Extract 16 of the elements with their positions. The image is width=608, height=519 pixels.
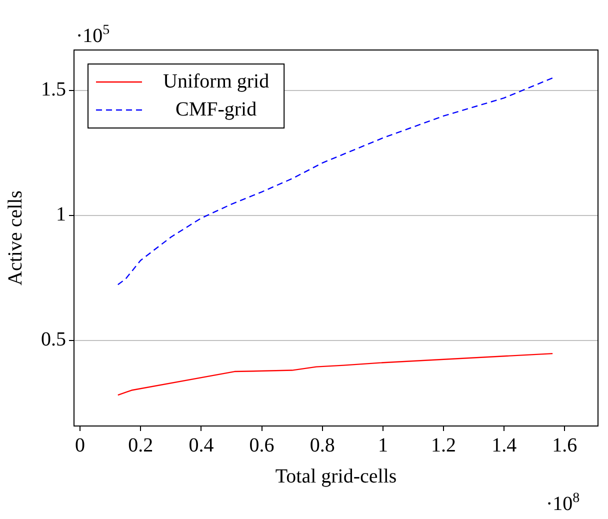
legend-label: Uniform grid [163, 70, 270, 92]
x-axis-title: Total grid-cells [275, 465, 397, 488]
x-tick-label: 1.6 [552, 434, 578, 456]
y-tick-label: 0.5 [41, 328, 66, 351]
x-tick-label: 1.2 [431, 434, 456, 456]
x-tick-label: 0.2 [128, 434, 154, 456]
y-tick-label: 1 [56, 204, 66, 226]
legend-label: CMF-grid [175, 98, 257, 120]
x-tick-label: 0.8 [310, 434, 335, 456]
y-tick-label: 1.5 [41, 78, 66, 101]
y-axis-title: Active cells [4, 190, 26, 286]
x-tick-label: 1 [378, 434, 388, 456]
x-tick-label: 0.6 [249, 434, 274, 456]
x-tick-label: 0 [75, 434, 86, 456]
x-tick-label: 0.4 [188, 434, 214, 456]
x-tick-label: 1.4 [492, 434, 517, 456]
